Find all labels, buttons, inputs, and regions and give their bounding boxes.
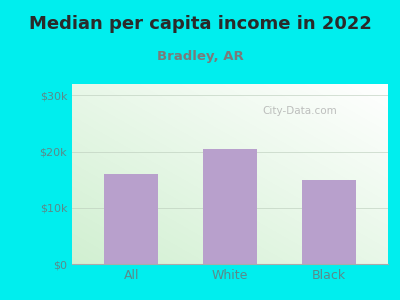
Bar <box>302 180 356 264</box>
Text: City-Data.com: City-Data.com <box>262 106 337 116</box>
Text: Bradley, AR: Bradley, AR <box>157 50 243 64</box>
Bar <box>203 149 257 264</box>
Bar <box>104 174 158 264</box>
Text: Median per capita income in 2022: Median per capita income in 2022 <box>28 15 372 33</box>
